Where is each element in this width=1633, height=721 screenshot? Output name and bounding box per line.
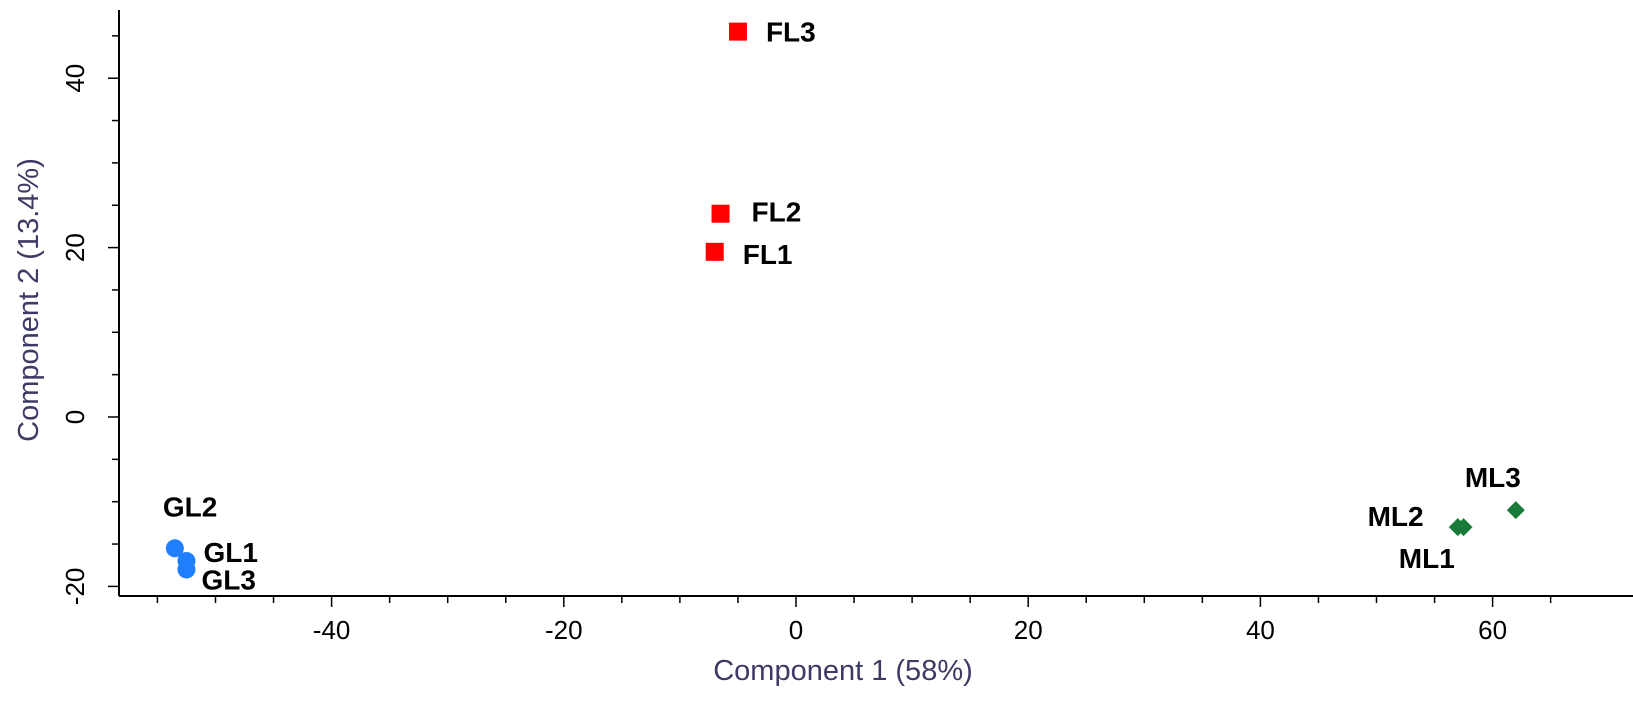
y-tick-label: 20 xyxy=(60,233,90,262)
x-axis-title: Component 1 (58%) xyxy=(713,655,973,687)
x-tick-label: 20 xyxy=(1014,615,1043,645)
label-fl2: FL2 xyxy=(752,197,802,228)
x-tick-label: 40 xyxy=(1246,615,1275,645)
label-ml2: ML2 xyxy=(1368,501,1424,532)
label-fl1: FL1 xyxy=(743,239,793,270)
label-gl2: GL2 xyxy=(163,491,217,522)
y-tick-label: -20 xyxy=(60,568,90,606)
point-ml2 xyxy=(1454,518,1473,537)
x-tick-label: -20 xyxy=(545,615,583,645)
x-tick-label: 0 xyxy=(789,615,803,645)
x-tick-label: -40 xyxy=(313,615,351,645)
point-ml3 xyxy=(1506,501,1525,520)
y-axis-title: Component 2 (13.4%) xyxy=(13,158,45,442)
y-tick-label: 40 xyxy=(60,64,90,93)
point-fl2 xyxy=(711,204,730,223)
point-fl3 xyxy=(728,22,747,41)
label-gl3: GL3 xyxy=(201,564,255,595)
x-tick-label: 60 xyxy=(1478,615,1507,645)
label-fl3: FL3 xyxy=(766,17,816,48)
point-gl3 xyxy=(177,560,196,579)
label-gl1: GL1 xyxy=(203,537,257,568)
y-tick-label: 0 xyxy=(60,410,90,424)
point-gl2 xyxy=(165,539,184,558)
point-fl1 xyxy=(705,242,724,261)
label-ml1: ML1 xyxy=(1399,543,1455,574)
label-ml3: ML3 xyxy=(1465,462,1521,493)
